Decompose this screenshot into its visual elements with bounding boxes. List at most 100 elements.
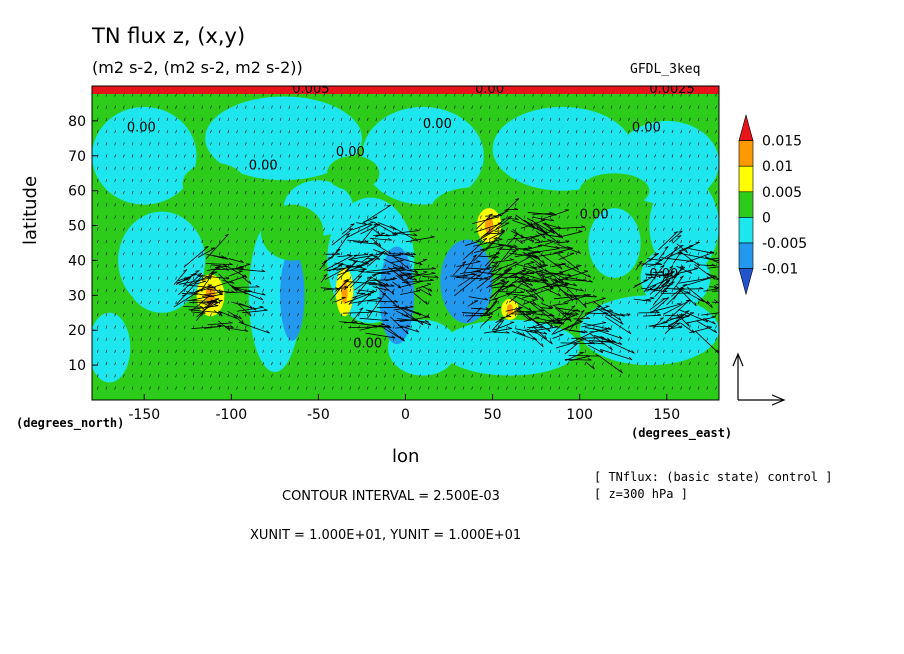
flux-vector (279, 178, 282, 183)
flux-vector (549, 105, 552, 109)
flux-vector (367, 292, 387, 319)
flux-vector (262, 362, 264, 366)
flux-vector (96, 203, 99, 207)
flux-vector (436, 337, 439, 341)
flux-vector (636, 93, 639, 97)
flux-vector (549, 178, 552, 183)
flux-vector (175, 191, 177, 195)
flux-vector (674, 268, 699, 275)
flux-vector (253, 386, 256, 390)
flux-vector (662, 93, 665, 97)
flux-vector (131, 362, 134, 366)
flux-vector (297, 215, 299, 219)
flux-vector (332, 130, 334, 134)
flux-vector-head (525, 271, 530, 273)
flux-vector (610, 239, 613, 244)
flux-vector (401, 93, 404, 97)
flux-vector (271, 142, 273, 146)
flux-vector (645, 227, 648, 231)
flux-vector (314, 166, 317, 170)
flux-vector (175, 313, 177, 317)
flux-vector (645, 276, 648, 280)
flux-vector (393, 105, 395, 109)
flux-vector (262, 203, 264, 207)
flux-vector-head (592, 365, 595, 370)
flux-vector (552, 302, 568, 306)
flux-vector (610, 264, 613, 268)
flux-vector (288, 264, 291, 268)
flux-vector (297, 288, 299, 292)
flux-vector (114, 374, 116, 378)
flux-vector-head (249, 312, 252, 317)
flux-vector-head (535, 234, 540, 237)
flux-vector (175, 362, 177, 366)
flux-vector (271, 349, 273, 353)
flux-vector (297, 337, 299, 341)
flux-vector-head (543, 331, 548, 335)
flux-vector (506, 313, 508, 317)
flux-vector (619, 239, 622, 244)
flux-vector (157, 93, 160, 97)
flux-vector (494, 230, 505, 232)
flux-vector (271, 105, 273, 109)
flux-vector-head (665, 280, 670, 284)
flux-vector (508, 295, 518, 303)
flux-vector (149, 252, 151, 256)
flux-vector (105, 288, 108, 292)
flux-vector-head (529, 282, 533, 287)
flux-vector (140, 252, 143, 256)
flux-vector (471, 178, 473, 183)
flux-vector (636, 264, 639, 268)
flux-vector (544, 222, 562, 238)
flux-vector (713, 299, 719, 304)
flux-vector-head (472, 254, 477, 258)
flux-vector (453, 191, 456, 195)
flux-vector (531, 253, 545, 264)
flux-vector (349, 276, 352, 280)
flux-vector (628, 117, 630, 121)
flux-vector (453, 313, 456, 317)
flux-vector (673, 286, 683, 300)
flux-vector-head (677, 303, 682, 305)
flux-vector (210, 93, 212, 97)
flux-vector (471, 337, 473, 341)
flux-vector (358, 154, 360, 158)
flux-vector (349, 374, 352, 378)
flux-vector-head (229, 325, 234, 328)
flux-vector (534, 240, 552, 244)
flux-vector (341, 223, 355, 235)
flux-vector (706, 272, 719, 280)
flux-vector (401, 178, 404, 183)
flux-vector (662, 154, 665, 158)
flux-vector (176, 294, 187, 305)
flux-vector (401, 288, 404, 292)
flux-vector (619, 362, 622, 366)
flux-vector (401, 264, 404, 268)
flux-vector-head (227, 326, 231, 331)
flux-vector (671, 105, 674, 109)
flux-vector-head (521, 234, 524, 239)
flux-vector (685, 251, 715, 263)
flux-vector (610, 166, 613, 170)
flux-vector (218, 337, 221, 341)
flux-vector (340, 386, 343, 390)
flux-vector (706, 362, 709, 366)
flux-vector (488, 325, 491, 329)
negative-region (492, 106, 632, 191)
flux-vector-head (649, 287, 654, 291)
flux-vector (715, 276, 717, 280)
flux-vector (323, 337, 325, 341)
flux-vector (575, 386, 578, 390)
flux-vector (488, 130, 491, 134)
flux-vector (184, 362, 186, 366)
flux-vector (388, 253, 416, 255)
flux-vector (504, 256, 531, 272)
flux-vector-head (183, 269, 188, 272)
flux-vector (689, 264, 691, 268)
flux-vector (436, 349, 439, 353)
flux-vector (453, 374, 456, 378)
flux-vector (619, 252, 622, 256)
flux-vector (680, 337, 682, 341)
flux-vector (445, 252, 447, 256)
flux-vector (471, 386, 473, 390)
